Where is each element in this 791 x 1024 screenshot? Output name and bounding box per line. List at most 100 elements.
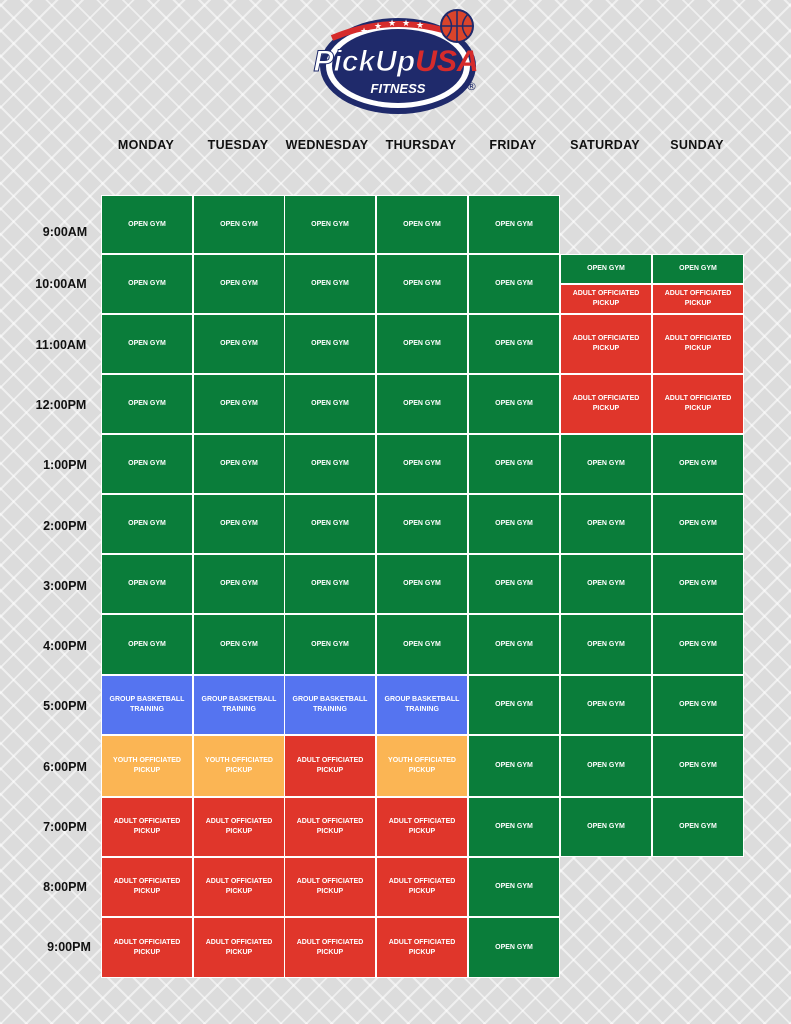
schedule-cell-label: ADULT OFFICIATED PICKUP <box>296 757 364 774</box>
schedule-cell-label: OPEN GYM <box>128 640 166 648</box>
schedule-cell-label: OPEN GYM <box>220 280 258 287</box>
schedule-cell-tuesday: OPEN GYM <box>193 314 285 374</box>
schedule-cell-label: OPEN GYM <box>495 460 533 467</box>
time-label-12pm: 12:00PM <box>35 398 87 412</box>
schedule-cell-label: ADULT OFFICIATED PICKUP <box>388 818 456 835</box>
time-label-10am: 10:00AM <box>35 277 87 291</box>
schedule-cell-saturday: OPEN GYM <box>560 797 652 857</box>
day-header-tuesday: TUESDAY <box>207 138 269 152</box>
schedule-cell-thursday: OPEN GYM <box>376 195 468 254</box>
schedule-cell-label: OPEN GYM <box>220 400 258 407</box>
schedule-cell-sunday: OPEN GYM <box>652 675 744 735</box>
schedule-cell-label: OPEN GYM <box>587 580 625 587</box>
schedule-cell-saturday: OPEN GYM <box>560 614 652 675</box>
time-label-5pm: 5:00PM <box>43 699 87 713</box>
brand-fitness: FITNESS <box>371 81 426 96</box>
schedule-cell-wednesday: OPEN GYM <box>284 614 376 675</box>
schedule-cell-label: GROUP BASKETBALL TRAINING <box>109 696 185 713</box>
schedule-cell-tuesday: ADULT OFFICIATED PICKUP <box>193 857 285 917</box>
schedule-cell-sunday: ADULT OFFICIATED PICKUP <box>652 374 744 434</box>
schedule-cell-label: YOUTH OFFICIATED PICKUP <box>205 757 273 774</box>
time-label-2pm: 2:00PM <box>43 519 87 533</box>
schedule-cell-label: ADULT OFFICIATED PICKUP <box>388 938 456 956</box>
schedule-cell-sunday: OPEN GYM <box>652 554 744 614</box>
time-label-6pm: 6:00PM <box>43 760 87 774</box>
schedule-cell-thursday: ADULT OFFICIATED PICKUP <box>376 917 468 978</box>
schedule-cell-monday: YOUTH OFFICIATED PICKUP <box>101 735 193 797</box>
schedule-cell-tuesday: OPEN GYM <box>193 195 285 254</box>
schedule-cell-label: OPEN GYM <box>220 520 258 527</box>
schedule-cell-label: OPEN GYM <box>220 220 258 228</box>
schedule-cell-thursday: OPEN GYM <box>376 554 468 614</box>
time-label-8pm: 8:00PM <box>43 880 87 894</box>
schedule-cell-label: OPEN GYM <box>311 460 349 467</box>
schedule-cell-monday: GROUP BASKETBALL TRAINING <box>101 675 193 735</box>
schedule-cell-label: ADULT OFFICIATED PICKUP <box>113 818 181 835</box>
schedule-cell-label: OPEN GYM <box>220 340 258 347</box>
time-label-4pm: 4:00PM <box>43 639 87 653</box>
schedule-cell-tuesday: GROUP BASKETBALL TRAINING <box>193 675 285 735</box>
schedule-cell-friday: OPEN GYM <box>468 675 560 735</box>
schedule-cell-label: OPEN GYM <box>403 640 441 648</box>
schedule-cell-label: OPEN GYM <box>495 823 533 830</box>
schedule-cell-label: OPEN GYM <box>679 823 717 830</box>
schedule-cell-monday: OPEN GYM <box>101 554 193 614</box>
schedule-cell-wednesday: OPEN GYM <box>284 195 376 254</box>
schedule-cell-label: OPEN GYM <box>587 265 625 272</box>
schedule-cell-saturday: ADULT OFFICIATED PICKUP <box>560 284 652 314</box>
schedule-cell-label: ADULT OFFICIATED PICKUP <box>296 818 364 835</box>
schedule-cell-sunday: ADULT OFFICIATED PICKUP <box>652 314 744 374</box>
schedule-cell-sunday: OPEN GYM <box>652 614 744 675</box>
schedule-cell-label: OPEN GYM <box>587 640 625 648</box>
schedule-cell-friday: OPEN GYM <box>468 554 560 614</box>
schedule-cell-wednesday: OPEN GYM <box>284 374 376 434</box>
schedule-cell-label: OPEN GYM <box>220 640 258 648</box>
schedule-cell-label: OPEN GYM <box>128 220 166 228</box>
day-header-sunday: SUNDAY <box>670 138 724 152</box>
schedule-cell-sunday: OPEN GYM <box>652 735 744 797</box>
schedule-cell-sunday: OPEN GYM <box>652 494 744 554</box>
schedule-cell-label: OPEN GYM <box>495 701 533 708</box>
schedule-cell-label: OPEN GYM <box>220 460 258 467</box>
schedule-cell-wednesday: OPEN GYM <box>284 314 376 374</box>
schedule-cell-label: ADULT OFFICIATED PICKUP <box>113 878 181 895</box>
schedule-cell-label: ADULT OFFICIATED PICKUP <box>205 818 273 835</box>
schedule-cell-label: OPEN GYM <box>587 701 625 708</box>
schedule-cell-thursday: GROUP BASKETBALL TRAINING <box>376 675 468 735</box>
schedule-cell-label: OPEN GYM <box>587 520 625 527</box>
schedule-cell-wednesday: OPEN GYM <box>284 254 376 314</box>
schedule-cell-label: GROUP BASKETBALL TRAINING <box>201 696 277 713</box>
day-header-wednesday: WEDNESDAY <box>285 138 369 152</box>
schedule-cell-label: OPEN GYM <box>220 580 258 587</box>
schedule-cell-label: ADULT OFFICIATED PICKUP <box>664 335 732 352</box>
schedule-cell-sunday: OPEN GYM <box>652 797 744 857</box>
schedule-cell-sunday: OPEN GYM <box>652 434 744 494</box>
schedule-cell-label: OPEN GYM <box>128 520 166 527</box>
schedule-cell-friday: OPEN GYM <box>468 857 560 917</box>
schedule-cell-wednesday: OPEN GYM <box>284 494 376 554</box>
schedule-cell-label: OPEN GYM <box>311 520 349 527</box>
schedule-cell-label: OPEN GYM <box>679 265 717 272</box>
brand-usa: USA <box>415 45 478 78</box>
schedule-cell-friday: OPEN GYM <box>468 735 560 797</box>
schedule-cell-label: ADULT OFFICIATED PICKUP <box>664 290 732 307</box>
svg-text:★: ★ <box>360 27 368 37</box>
schedule-cell-thursday: YOUTH OFFICIATED PICKUP <box>376 735 468 797</box>
schedule-cell-friday: OPEN GYM <box>468 434 560 494</box>
schedule-cell-label: OPEN GYM <box>587 823 625 830</box>
schedule-cell-label: ADULT OFFICIATED PICKUP <box>572 335 640 352</box>
schedule-cell-monday: ADULT OFFICIATED PICKUP <box>101 857 193 917</box>
schedule-cell-saturday: OPEN GYM <box>560 735 652 797</box>
schedule-cell-wednesday: ADULT OFFICIATED PICKUP <box>284 797 376 857</box>
time-label-1pm: 1:00PM <box>43 458 87 472</box>
schedule-cell-label: ADULT OFFICIATED PICKUP <box>205 878 273 895</box>
day-header-monday: MONDAY <box>117 138 175 152</box>
schedule-cell-label: OPEN GYM <box>311 400 349 407</box>
schedule-cell-saturday: OPEN GYM <box>560 554 652 614</box>
schedule-cell-friday: OPEN GYM <box>468 374 560 434</box>
schedule-cell-thursday: ADULT OFFICIATED PICKUP <box>376 857 468 917</box>
schedule-cell-monday: OPEN GYM <box>101 374 193 434</box>
schedule-cell-monday: OPEN GYM <box>101 254 193 314</box>
schedule-cell-label: OPEN GYM <box>679 520 717 527</box>
schedule-cell-wednesday: ADULT OFFICIATED PICKUP <box>284 917 376 978</box>
